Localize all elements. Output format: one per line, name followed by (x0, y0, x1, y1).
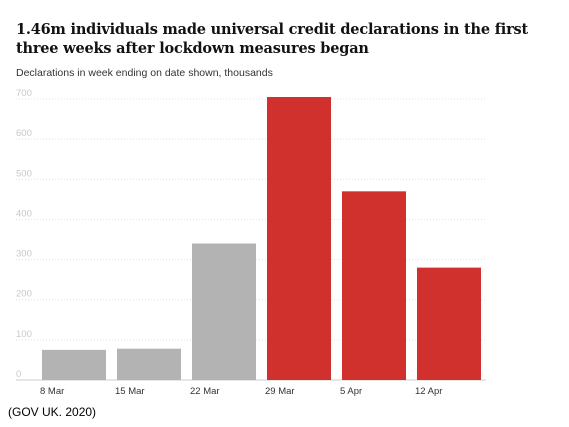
bar-layer (42, 96, 481, 380)
x-tick-label: 5 Apr (340, 386, 362, 397)
bar-12-apr (417, 267, 481, 380)
y-tick-label: 100 (16, 329, 32, 340)
x-tick-label: 12 Apr (415, 386, 442, 397)
x-tick-label: 15 Mar (115, 386, 145, 397)
y-tick-label: 300 (16, 249, 32, 260)
x-tick-label: 22 Mar (190, 386, 220, 397)
source-note: (GOV UK. 2020) (8, 405, 97, 419)
chart-title: 1.46m individuals made universal credit … (16, 21, 528, 57)
grid-layer: 0 100 200 300 400 500 600 700 (16, 88, 486, 381)
x-axis-labels: 8 Mar 15 Mar 22 Mar 29 Mar 5 Apr 12 Apr (40, 386, 442, 397)
y-tick-label: 400 (16, 208, 32, 219)
x-tick-label: 29 Mar (265, 386, 295, 397)
y-tick-label: 500 (16, 168, 32, 179)
bar-8-mar (42, 349, 106, 380)
y-tick-label: 700 (16, 88, 32, 99)
x-tick-label: 8 Mar (40, 386, 64, 397)
bar-15-mar (117, 348, 181, 380)
bar-5-apr (342, 191, 406, 380)
bar-29-mar (267, 96, 331, 380)
y-tick-label: 200 (16, 289, 32, 300)
y-tick-label: 600 (16, 128, 32, 139)
chart-subtitle: Declarations in week ending on date show… (16, 67, 273, 79)
y-tick-label: 0 (16, 369, 21, 380)
bar-22-mar (192, 243, 256, 380)
bar-chart: 0 100 200 300 400 500 600 700 8 Mar 15 Mar 22 Mar… (16, 88, 486, 397)
